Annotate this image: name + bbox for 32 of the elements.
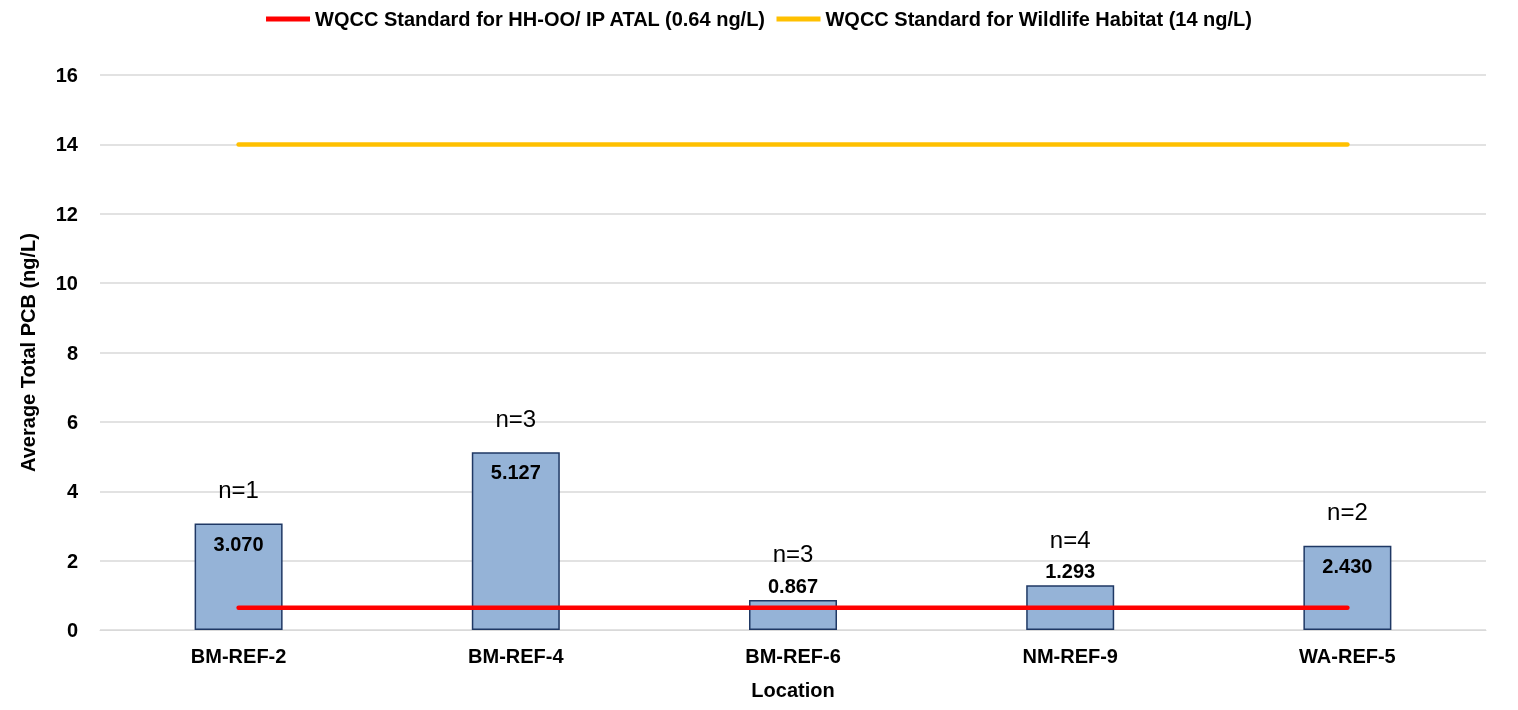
bar (1026, 585, 1115, 630)
y-tick-label: 16 (55, 64, 78, 86)
y-tick-label: 4 (66, 480, 79, 503)
x-tick-label: BM-REF-4 (468, 645, 565, 667)
bar (194, 523, 283, 630)
data-label: 0.867 (767, 574, 819, 597)
annotation: n=3 (495, 404, 537, 432)
x-axis-title: Location (751, 679, 835, 701)
bar (471, 452, 560, 630)
y-tick-label: 12 (55, 202, 78, 225)
y-tick-label: 2 (66, 549, 78, 572)
x-tick-label: BM-REF-2 (190, 645, 287, 667)
bar (1303, 545, 1392, 630)
x-tick-label: WA-REF-5 (1299, 645, 1396, 667)
legend-label: WQCC Standard for Wildlife Habitat (14 ng/L) (825, 8, 1252, 30)
data-label: 2.430 (1322, 554, 1373, 577)
legend-label: WQCC Standard for HH-OO/ IP ATAL (0.64 ng/L) (315, 8, 766, 30)
data-label: 3.070 (213, 532, 264, 555)
annotation: n=1 (218, 476, 259, 504)
y-tick-label: 0 (66, 619, 78, 641)
x-tick-label: NM-REF-9 (1022, 645, 1118, 667)
data-label: 1.293 (1045, 560, 1096, 583)
y-tick-label: 10 (55, 272, 78, 295)
y-tick-label: 6 (66, 410, 78, 433)
x-tick-label: BM-REF-6 (745, 645, 841, 667)
y-tick-label: 14 (55, 133, 79, 156)
annotation: n=2 (1327, 498, 1368, 526)
y-tick-label: 8 (66, 341, 78, 364)
annotation: n=3 (772, 540, 814, 568)
annotation: n=4 (1049, 525, 1091, 553)
y-axis-title: Average Total PCB (ng/L) (17, 233, 39, 472)
data-label: 5.127 (490, 461, 541, 484)
